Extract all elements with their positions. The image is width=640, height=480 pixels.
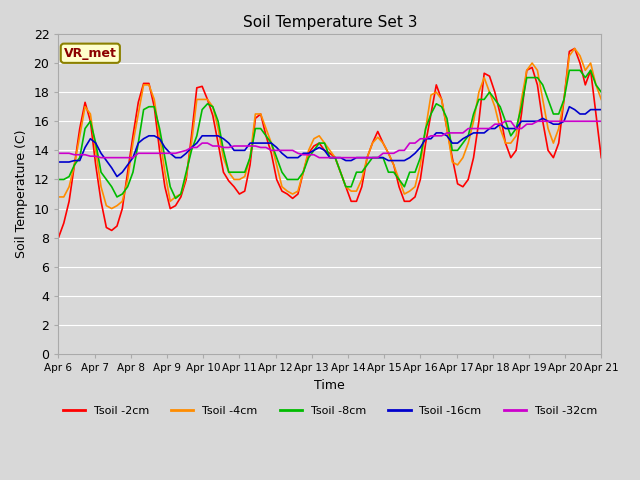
Tsoil -32cm [374, 155, 381, 160]
Tsoil -4cm [539, 96, 547, 102]
Tsoil -4cm [597, 96, 605, 102]
Tsoil -16cm [550, 121, 557, 127]
Line: Tsoil -2cm: Tsoil -2cm [58, 48, 601, 238]
Tsoil -32cm [97, 155, 105, 160]
Tsoil -16cm [571, 107, 579, 112]
Tsoil -2cm [560, 96, 568, 102]
Tsoil -2cm [204, 96, 211, 102]
Tsoil -4cm [566, 53, 573, 59]
Tsoil -32cm [597, 119, 605, 124]
Tsoil -32cm [502, 119, 509, 124]
Tsoil -8cm [571, 68, 579, 73]
Tsoil -4cm [555, 126, 563, 132]
Tsoil -4cm [571, 46, 579, 51]
Tsoil -2cm [534, 82, 541, 88]
Tsoil -32cm [544, 119, 552, 124]
Tsoil -16cm [113, 174, 121, 180]
Tsoil -32cm [555, 119, 563, 124]
X-axis label: Time: Time [314, 379, 345, 392]
Tsoil -8cm [550, 111, 557, 117]
Tsoil -16cm [54, 159, 62, 165]
Tsoil -2cm [369, 140, 376, 146]
Tsoil -4cm [108, 206, 115, 212]
Tsoil -16cm [566, 104, 573, 109]
Tsoil -8cm [374, 155, 381, 160]
Tsoil -4cm [374, 134, 381, 140]
Tsoil -8cm [555, 111, 563, 117]
Tsoil -2cm [54, 235, 62, 240]
Tsoil -8cm [209, 104, 216, 109]
Tsoil -16cm [374, 155, 381, 160]
Line: Tsoil -8cm: Tsoil -8cm [58, 71, 601, 198]
Tsoil -16cm [555, 121, 563, 127]
Title: Soil Temperature Set 3: Soil Temperature Set 3 [243, 15, 417, 30]
Tsoil -32cm [571, 119, 579, 124]
Text: VR_met: VR_met [64, 47, 116, 60]
Y-axis label: Soil Temperature (C): Soil Temperature (C) [15, 130, 28, 258]
Tsoil -32cm [209, 143, 216, 149]
Tsoil -2cm [571, 46, 579, 51]
Tsoil -16cm [209, 133, 216, 139]
Tsoil -8cm [54, 177, 62, 182]
Tsoil -8cm [172, 195, 179, 201]
Tsoil -8cm [539, 82, 547, 88]
Tsoil -4cm [54, 194, 62, 200]
Line: Tsoil -16cm: Tsoil -16cm [58, 107, 601, 177]
Legend: Tsoil -2cm, Tsoil -4cm, Tsoil -8cm, Tsoil -16cm, Tsoil -32cm: Tsoil -2cm, Tsoil -4cm, Tsoil -8cm, Tsoi… [58, 401, 602, 420]
Line: Tsoil -4cm: Tsoil -4cm [58, 48, 601, 209]
Tsoil -2cm [597, 155, 605, 160]
Tsoil -8cm [566, 68, 573, 73]
Tsoil -2cm [550, 155, 557, 160]
Tsoil -32cm [560, 119, 568, 124]
Line: Tsoil -32cm: Tsoil -32cm [58, 121, 601, 157]
Tsoil -2cm [544, 147, 552, 153]
Tsoil -32cm [54, 150, 62, 156]
Tsoil -16cm [597, 107, 605, 112]
Tsoil -8cm [597, 89, 605, 95]
Tsoil -16cm [539, 116, 547, 121]
Tsoil -4cm [209, 104, 216, 109]
Tsoil -4cm [550, 140, 557, 146]
